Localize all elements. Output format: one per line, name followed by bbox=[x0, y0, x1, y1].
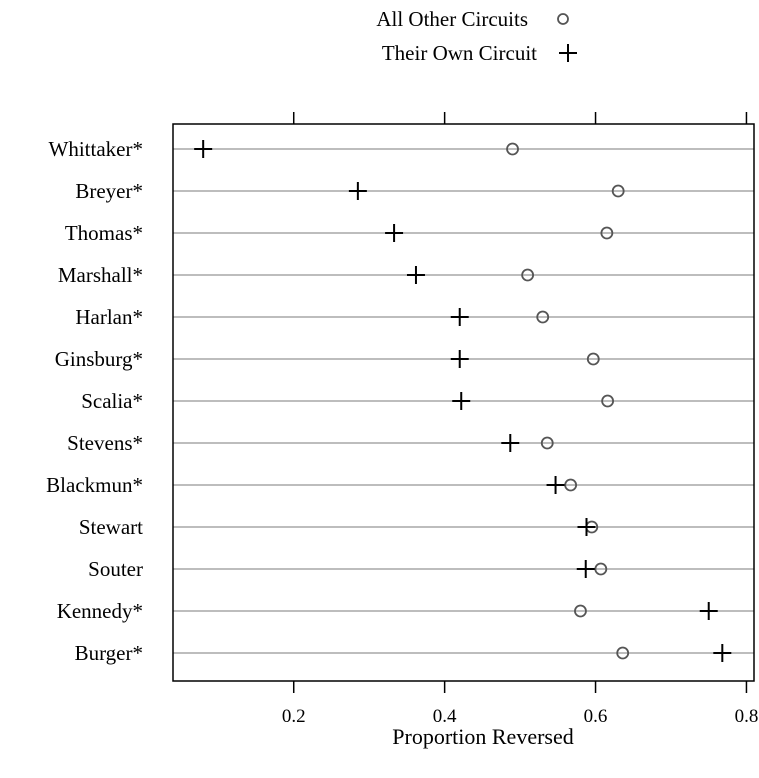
judge-labels: Whittaker* Breyer* Thomas* Marshall* Harlan*… bbox=[46, 137, 143, 665]
their-own-circuit-point-ginsburg bbox=[450, 350, 469, 368]
row-gridlines bbox=[173, 148, 754, 654]
their-own-circuit-point-blackmun bbox=[546, 476, 565, 494]
judge-label-harlan: Harlan* bbox=[75, 305, 143, 329]
judge-label-kennedy: Kennedy* bbox=[57, 599, 143, 623]
their-own-circuit-point-stewart bbox=[577, 518, 596, 536]
all-other-circuits-point-marshall bbox=[521, 268, 535, 282]
their-own-circuit-point-thomas bbox=[385, 224, 404, 242]
x-tick-label: 0.6 bbox=[584, 706, 608, 727]
x-tick-label: 0.8 bbox=[735, 706, 759, 727]
their-own-circuit-point-harlan bbox=[450, 308, 469, 326]
legend: All Other Circuits Their Own Circuit bbox=[376, 7, 577, 65]
legend-circle-icon bbox=[557, 13, 569, 25]
all-other-circuits-point-kennedy bbox=[574, 604, 587, 618]
judge-label-stewart: Stewart bbox=[79, 515, 143, 539]
x-axis-ticks: 0.2 0.4 0.6 0.8 bbox=[282, 112, 758, 727]
all-other-circuits-point-blackmun bbox=[564, 478, 578, 492]
x-tick-label: 0.2 bbox=[282, 706, 306, 727]
all-other-circuits-point-whittaker bbox=[506, 142, 519, 156]
plot-frame bbox=[172, 123, 755, 682]
x-tick-label: 0.4 bbox=[433, 706, 457, 727]
judge-label-marshall: Marshall* bbox=[58, 263, 143, 287]
their-own-circuit-point-kennedy bbox=[699, 602, 718, 620]
their-own-circuit-point-souter bbox=[576, 560, 595, 578]
all-other-circuits-point-thomas bbox=[600, 226, 614, 240]
all-other-circuits-point-souter bbox=[594, 562, 608, 576]
their-own-circuit-point-scalia bbox=[452, 392, 471, 410]
all-other-circuits-point-harlan bbox=[536, 310, 550, 324]
all-other-circuits-point-stevens bbox=[540, 436, 554, 450]
judge-label-ginsburg: Ginsburg* bbox=[55, 347, 143, 371]
judge-label-stevens: Stevens* bbox=[67, 431, 143, 455]
x-axis-title: Proportion Reversed bbox=[392, 724, 573, 749]
judge-label-scalia: Scalia* bbox=[81, 389, 143, 413]
judge-label-souter: Souter bbox=[88, 557, 143, 581]
legend-label-all-other-circuits: All Other Circuits bbox=[376, 7, 528, 31]
data-points bbox=[194, 140, 732, 662]
all-other-circuits-point-scalia bbox=[601, 394, 615, 408]
all-other-circuits-point-ginsburg bbox=[586, 352, 600, 366]
legend-label-their-own-circuit: Their Own Circuit bbox=[382, 41, 537, 65]
judge-label-whittaker: Whittaker* bbox=[49, 137, 143, 161]
their-own-circuit-point-breyer bbox=[348, 182, 367, 200]
their-own-circuit-point-stevens bbox=[501, 434, 520, 452]
judge-label-breyer: Breyer* bbox=[75, 179, 143, 203]
their-own-circuit-point-whittaker bbox=[194, 140, 213, 158]
judge-label-blackmun: Blackmun* bbox=[46, 473, 143, 497]
their-own-circuit-point-burger bbox=[713, 644, 732, 662]
judge-label-burger: Burger* bbox=[75, 641, 143, 665]
judge-label-thomas: Thomas* bbox=[65, 221, 143, 245]
their-own-circuit-point-marshall bbox=[406, 266, 425, 284]
all-other-circuits-point-breyer bbox=[611, 184, 625, 198]
all-other-circuits-point-burger bbox=[616, 646, 630, 660]
legend-plus-icon bbox=[559, 44, 577, 62]
